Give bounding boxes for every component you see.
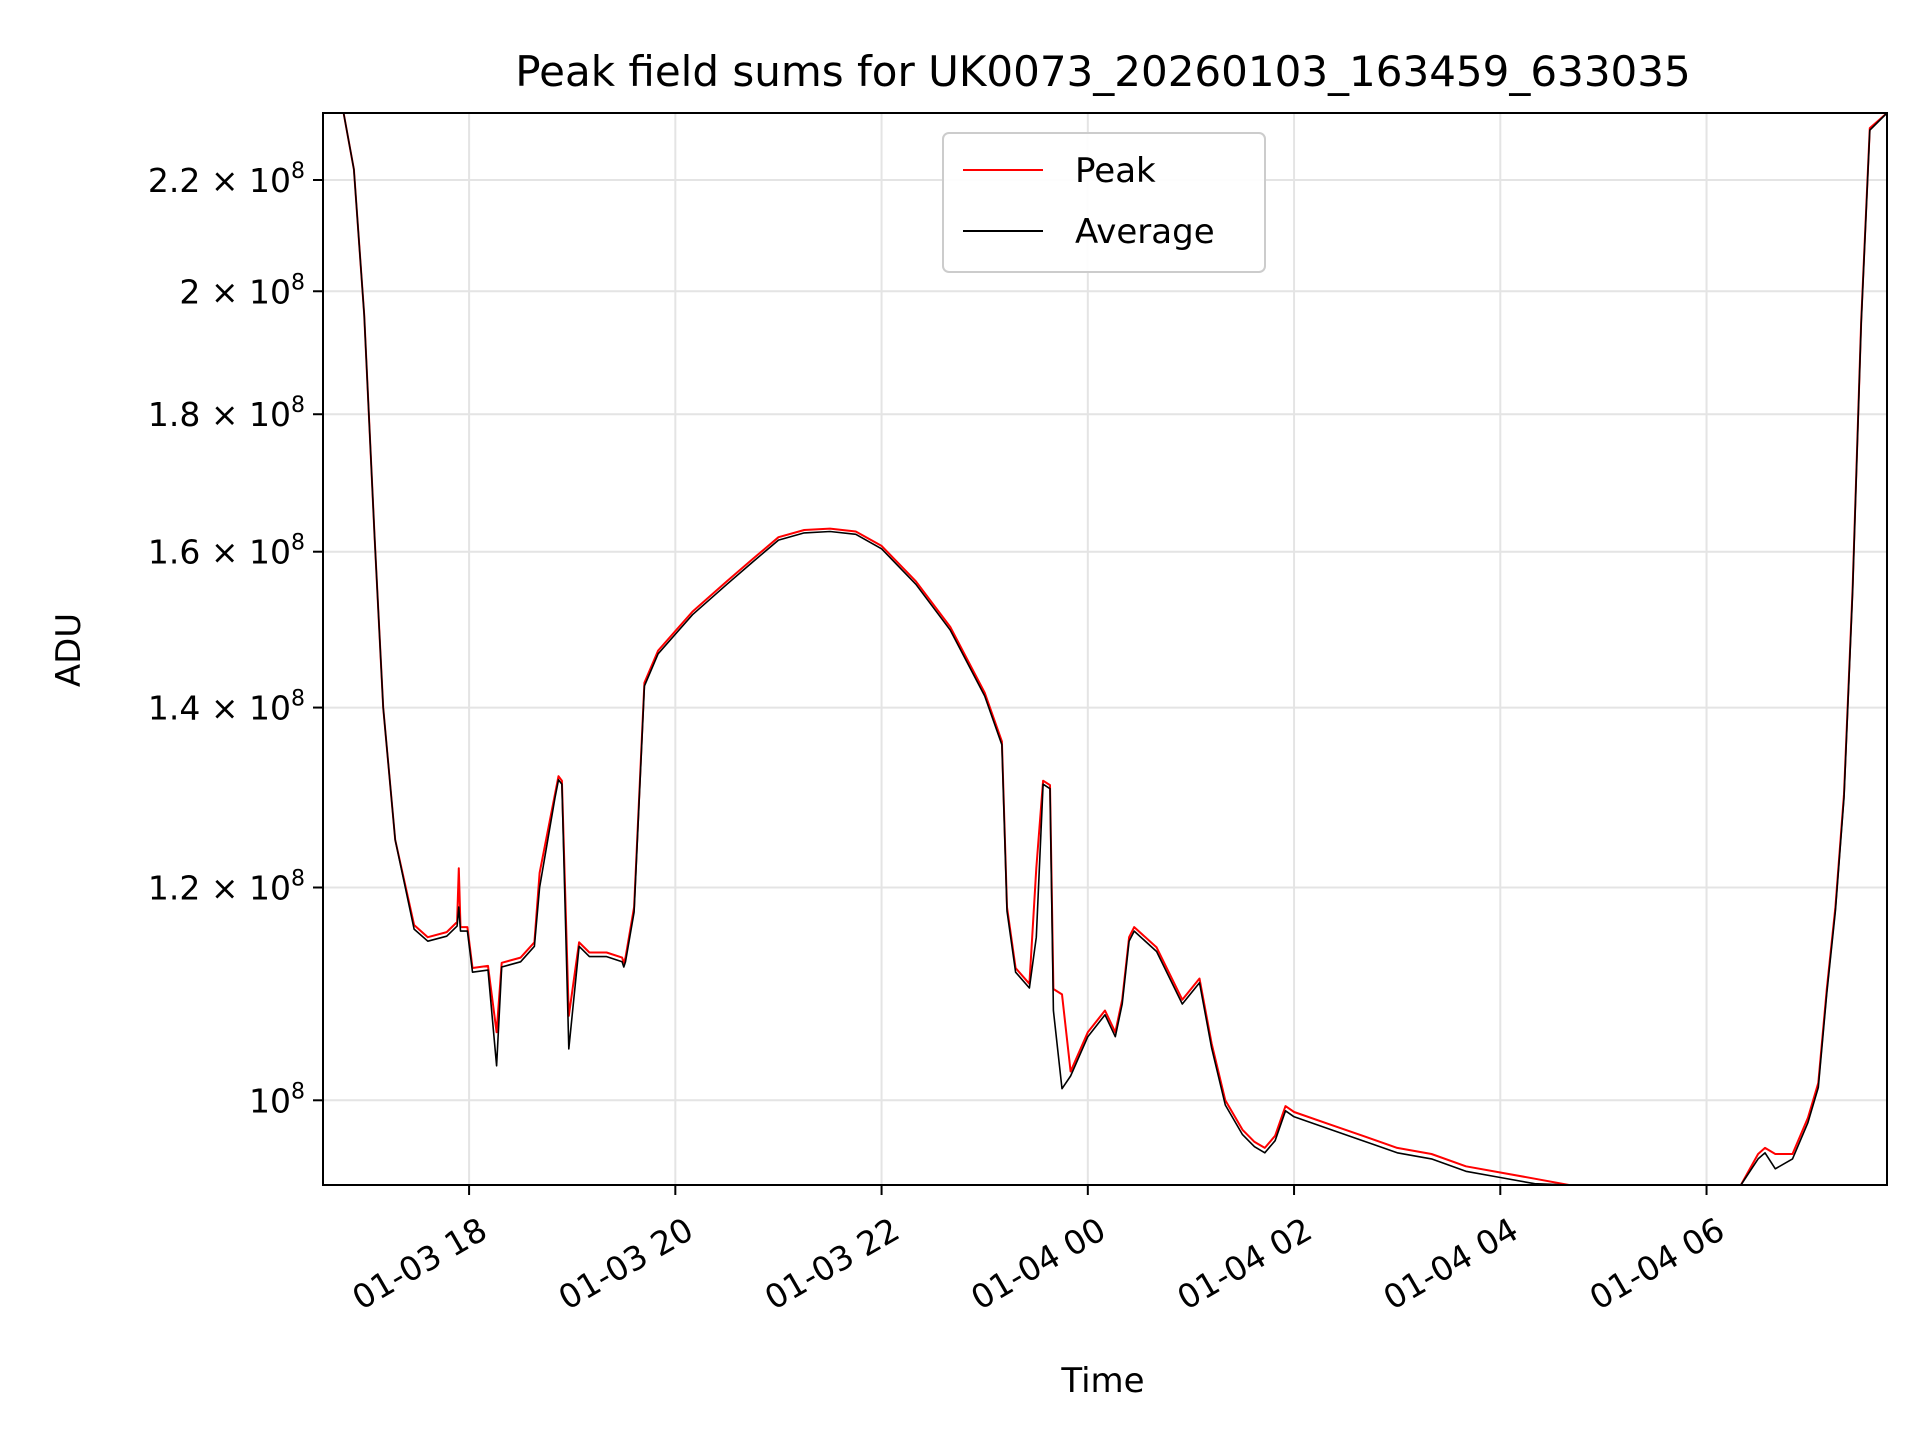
chart-title: Peak field sums for UK0073_20260103_1634… bbox=[515, 47, 1690, 96]
y-tick-label: 1.4 × 108 bbox=[148, 687, 305, 728]
y-axis-label: ADU bbox=[49, 613, 89, 687]
y-tick-label: 2 × 108 bbox=[179, 270, 305, 311]
y-tick-label: 2.2 × 108 bbox=[148, 159, 305, 200]
legend-label-average: Average bbox=[1075, 212, 1215, 252]
y-tick-label: 1.2 × 108 bbox=[148, 866, 305, 907]
legend: Peak Average bbox=[943, 133, 1265, 272]
x-axis-label: Time bbox=[1060, 1361, 1144, 1401]
y-tick-label: 1.6 × 108 bbox=[148, 531, 305, 572]
legend-label-peak: Peak bbox=[1075, 151, 1156, 191]
y-tick-label: 1.8 × 108 bbox=[148, 393, 305, 434]
